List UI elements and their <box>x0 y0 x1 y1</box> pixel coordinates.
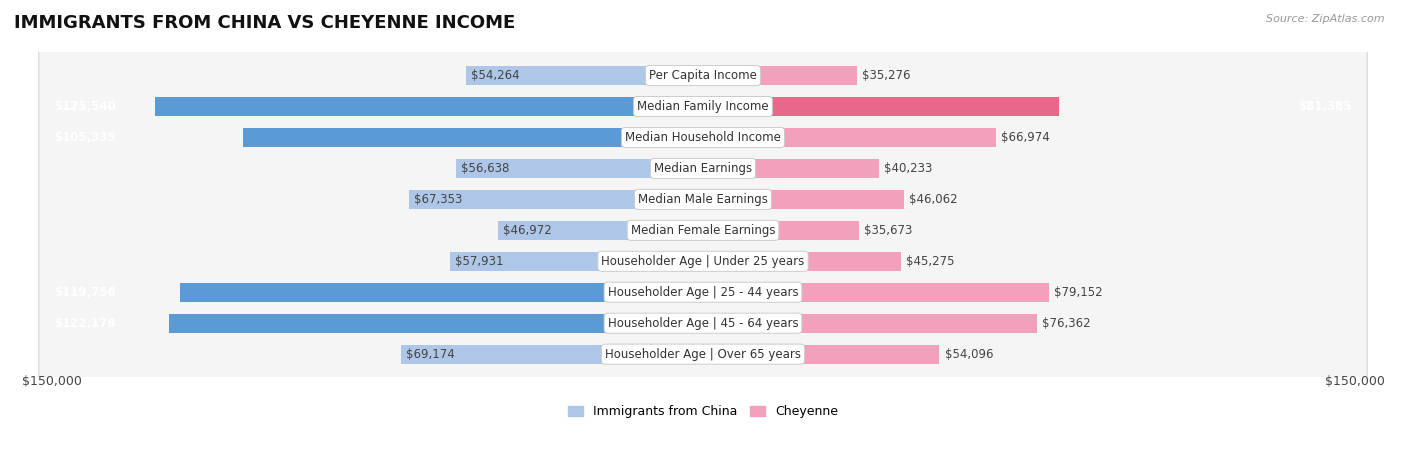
Text: $119,756: $119,756 <box>55 286 117 299</box>
FancyBboxPatch shape <box>39 0 1367 467</box>
Text: $46,972: $46,972 <box>503 224 551 237</box>
Bar <box>703 314 1036 333</box>
Text: Source: ZipAtlas.com: Source: ZipAtlas.com <box>1267 14 1385 24</box>
Bar <box>409 190 703 209</box>
Text: $56,638: $56,638 <box>461 162 509 175</box>
Text: $66,974: $66,974 <box>1001 131 1049 144</box>
Text: Per Capita Income: Per Capita Income <box>650 69 756 82</box>
Bar <box>180 283 703 302</box>
Text: Median Female Earnings: Median Female Earnings <box>631 224 775 237</box>
Bar <box>155 97 703 116</box>
FancyBboxPatch shape <box>39 0 1367 467</box>
Bar <box>703 97 1059 116</box>
Text: $40,233: $40,233 <box>884 162 932 175</box>
Bar <box>169 314 703 333</box>
Bar <box>703 128 995 147</box>
Bar <box>703 159 879 178</box>
Bar <box>456 159 703 178</box>
Bar <box>401 345 703 364</box>
Text: IMMIGRANTS FROM CHINA VS CHEYENNE INCOME: IMMIGRANTS FROM CHINA VS CHEYENNE INCOME <box>14 14 516 32</box>
FancyBboxPatch shape <box>39 0 1367 467</box>
Bar <box>703 190 904 209</box>
Bar <box>703 252 901 271</box>
Bar <box>450 252 703 271</box>
Bar <box>703 221 859 240</box>
Text: $76,362: $76,362 <box>1042 317 1091 330</box>
Text: $69,174: $69,174 <box>406 347 454 361</box>
Text: Householder Age | Over 65 years: Householder Age | Over 65 years <box>605 347 801 361</box>
FancyBboxPatch shape <box>39 0 1367 467</box>
Text: Householder Age | 45 - 64 years: Householder Age | 45 - 64 years <box>607 317 799 330</box>
Text: Median Family Income: Median Family Income <box>637 100 769 113</box>
Bar <box>703 66 858 85</box>
Text: $67,353: $67,353 <box>413 193 463 206</box>
Text: $122,178: $122,178 <box>55 317 115 330</box>
Text: $35,673: $35,673 <box>865 224 912 237</box>
Bar <box>243 128 703 147</box>
FancyBboxPatch shape <box>39 0 1367 467</box>
Text: Median Household Income: Median Household Income <box>626 131 780 144</box>
Text: Householder Age | Under 25 years: Householder Age | Under 25 years <box>602 255 804 268</box>
Text: $150,000: $150,000 <box>21 375 82 388</box>
FancyBboxPatch shape <box>39 0 1367 467</box>
Text: $125,540: $125,540 <box>55 100 117 113</box>
Text: $105,335: $105,335 <box>55 131 117 144</box>
Bar <box>703 283 1049 302</box>
FancyBboxPatch shape <box>39 0 1367 467</box>
Text: $54,096: $54,096 <box>945 347 993 361</box>
Bar <box>465 66 703 85</box>
Text: $150,000: $150,000 <box>1324 375 1385 388</box>
FancyBboxPatch shape <box>39 0 1367 467</box>
FancyBboxPatch shape <box>39 0 1367 467</box>
Text: $79,152: $79,152 <box>1054 286 1102 299</box>
Text: Householder Age | 25 - 44 years: Householder Age | 25 - 44 years <box>607 286 799 299</box>
Bar <box>498 221 703 240</box>
Text: $54,264: $54,264 <box>471 69 520 82</box>
Bar <box>703 345 939 364</box>
Text: Median Earnings: Median Earnings <box>654 162 752 175</box>
Text: $35,276: $35,276 <box>862 69 911 82</box>
Legend: Immigrants from China, Cheyenne: Immigrants from China, Cheyenne <box>562 400 844 423</box>
Text: $46,062: $46,062 <box>910 193 957 206</box>
Text: $57,931: $57,931 <box>456 255 503 268</box>
Text: $45,275: $45,275 <box>905 255 955 268</box>
FancyBboxPatch shape <box>39 0 1367 467</box>
Text: Median Male Earnings: Median Male Earnings <box>638 193 768 206</box>
Text: $81,385: $81,385 <box>1298 100 1351 113</box>
